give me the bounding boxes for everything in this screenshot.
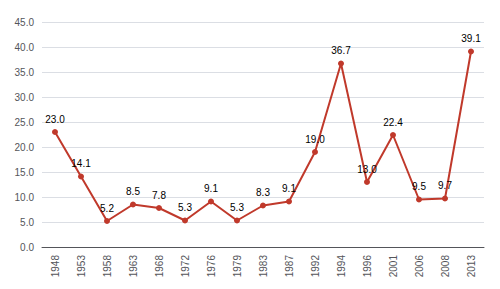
svg-text:1963: 1963: [128, 255, 139, 278]
svg-text:9.1: 9.1: [204, 183, 218, 194]
svg-text:1953: 1953: [76, 255, 87, 278]
svg-text:5.3: 5.3: [178, 202, 192, 213]
svg-text:8.3: 8.3: [256, 187, 270, 198]
svg-text:10.0: 10.0: [15, 192, 35, 203]
svg-text:0.0: 0.0: [20, 242, 34, 253]
svg-text:35.0: 35.0: [15, 67, 35, 78]
svg-text:25.0: 25.0: [15, 117, 35, 128]
svg-text:2006: 2006: [414, 255, 425, 278]
svg-text:1987: 1987: [284, 255, 295, 278]
svg-text:9.1: 9.1: [282, 183, 296, 194]
svg-text:1992: 1992: [310, 255, 321, 278]
svg-text:23.0: 23.0: [45, 114, 65, 125]
svg-text:1948: 1948: [50, 255, 61, 278]
svg-text:2008: 2008: [440, 255, 451, 278]
svg-text:15.0: 15.0: [15, 167, 35, 178]
svg-text:1994: 1994: [336, 255, 347, 278]
svg-text:13.0: 13.0: [357, 164, 377, 175]
svg-text:39.1: 39.1: [461, 33, 481, 44]
svg-text:20.0: 20.0: [15, 142, 35, 153]
svg-text:9.5: 9.5: [412, 181, 426, 192]
svg-text:1979: 1979: [232, 255, 243, 278]
svg-text:22.4: 22.4: [383, 117, 403, 128]
svg-text:1976: 1976: [206, 255, 217, 278]
svg-text:1972: 1972: [180, 255, 191, 278]
svg-text:1968: 1968: [154, 255, 165, 278]
svg-text:1983: 1983: [258, 255, 269, 278]
svg-text:9.7: 9.7: [438, 180, 452, 191]
svg-text:5.3: 5.3: [230, 202, 244, 213]
svg-text:40.0: 40.0: [15, 42, 35, 53]
svg-text:45.0: 45.0: [15, 17, 35, 28]
svg-text:1996: 1996: [362, 255, 373, 278]
svg-text:19.0: 19.0: [305, 134, 325, 145]
svg-text:30.0: 30.0: [15, 92, 35, 103]
svg-text:2013: 2013: [466, 255, 477, 278]
svg-text:7.8: 7.8: [152, 190, 166, 201]
svg-text:5.2: 5.2: [100, 203, 114, 214]
svg-text:2001: 2001: [388, 255, 399, 278]
svg-text:5.0: 5.0: [20, 217, 34, 228]
svg-text:1958: 1958: [102, 255, 113, 278]
svg-text:8.5: 8.5: [126, 186, 140, 197]
svg-text:36.7: 36.7: [331, 45, 351, 56]
svg-text:14.1: 14.1: [71, 158, 91, 169]
